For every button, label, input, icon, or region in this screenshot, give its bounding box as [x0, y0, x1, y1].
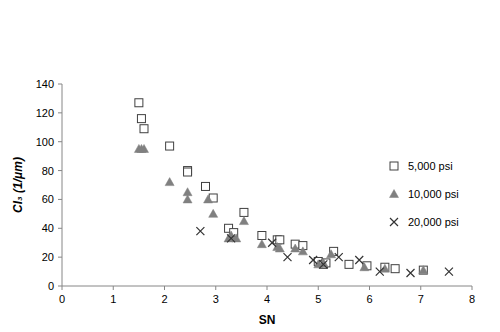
point: [137, 115, 145, 123]
point: [319, 260, 327, 268]
point: [391, 265, 399, 273]
point: [275, 244, 284, 252]
point: [335, 253, 343, 261]
x-tick-label: 5: [315, 293, 321, 305]
y-tick-label: 100: [36, 136, 54, 148]
x-tick-label: 3: [213, 293, 219, 305]
y-tick-label: 140: [36, 78, 54, 90]
point: [327, 250, 336, 258]
x-tick: [318, 286, 319, 290]
x-tick-label: 6: [366, 293, 372, 305]
x-tick: [215, 286, 216, 290]
y-tick: [58, 228, 62, 229]
y-tick: [58, 257, 62, 258]
point: [183, 195, 192, 203]
x-tick: [267, 286, 268, 290]
point: [140, 144, 149, 152]
x-tick: [420, 286, 421, 290]
x-tick: [472, 286, 473, 290]
point: [166, 142, 174, 150]
y-tick: [58, 112, 62, 113]
y-tick: [58, 170, 62, 171]
point: [140, 125, 148, 133]
y-axis: [62, 84, 63, 286]
point: [319, 258, 328, 266]
y-tick-label: 0: [48, 280, 54, 292]
point: [135, 99, 143, 107]
x-tick-label: 4: [264, 293, 270, 305]
x-tick: [369, 286, 370, 290]
y-tick-label: 40: [42, 222, 54, 234]
point: [376, 268, 384, 276]
legend-label: 20,000 psi: [408, 216, 459, 228]
y-tick-label: 120: [36, 107, 54, 119]
point: [380, 264, 389, 272]
legend-label: 5,000 psi: [408, 160, 453, 172]
point: [239, 217, 248, 225]
plot-area: [134, 99, 453, 277]
legend-marker: [390, 218, 398, 226]
point: [291, 244, 300, 252]
point: [345, 260, 353, 268]
point: [258, 232, 266, 240]
point: [257, 240, 266, 248]
x-tick-label: 2: [161, 293, 167, 305]
y-tick: [58, 199, 62, 200]
x-tick-label: 8: [469, 293, 475, 305]
point: [445, 268, 453, 276]
x-tick-label: 0: [59, 293, 65, 305]
point: [184, 168, 192, 176]
legend-label: 10,000 psi: [408, 188, 459, 200]
point: [240, 208, 248, 216]
point: [360, 263, 369, 271]
y-tick: [58, 286, 62, 287]
x-tick-label: 1: [110, 293, 116, 305]
x-axis-label: SN: [259, 313, 276, 327]
x-tick: [62, 286, 63, 290]
legend-marker: [390, 190, 399, 198]
point: [298, 247, 307, 255]
point: [183, 188, 192, 196]
x-tick: [113, 286, 114, 290]
point: [209, 209, 218, 217]
point: [227, 234, 235, 242]
point: [419, 266, 428, 274]
point: [309, 256, 317, 264]
y-tick: [58, 84, 62, 85]
x-tick-label: 7: [418, 293, 424, 305]
point: [165, 178, 174, 186]
point: [196, 227, 204, 235]
point: [407, 269, 415, 277]
x-tick: [164, 286, 165, 290]
y-tick: [58, 141, 62, 142]
y-tick-label: 80: [42, 165, 54, 177]
point: [419, 266, 427, 274]
point: [204, 195, 213, 203]
legend-marker: [390, 162, 398, 170]
point: [202, 182, 210, 190]
y-axis-label: CI₃ (1/μm): [11, 157, 25, 213]
point: [268, 239, 276, 247]
y-tick-label: 20: [42, 251, 54, 263]
point: [284, 253, 292, 261]
y-tick-label: 60: [42, 193, 54, 205]
chart: 0 20 40 60 80 100 120 140 0 1 2 3 4 5 6 7 8 SN CI₃ (1/μm) 5…: [0, 0, 500, 332]
point: [355, 256, 363, 264]
